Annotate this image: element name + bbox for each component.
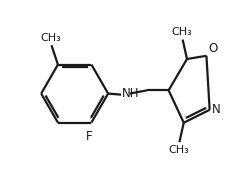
Text: O: O bbox=[207, 42, 216, 55]
Text: CH₃: CH₃ bbox=[167, 145, 188, 155]
Text: CH₃: CH₃ bbox=[171, 27, 191, 37]
Text: N: N bbox=[211, 103, 219, 116]
Text: F: F bbox=[86, 130, 92, 143]
Text: CH₃: CH₃ bbox=[40, 33, 60, 43]
Text: NH: NH bbox=[122, 87, 139, 100]
